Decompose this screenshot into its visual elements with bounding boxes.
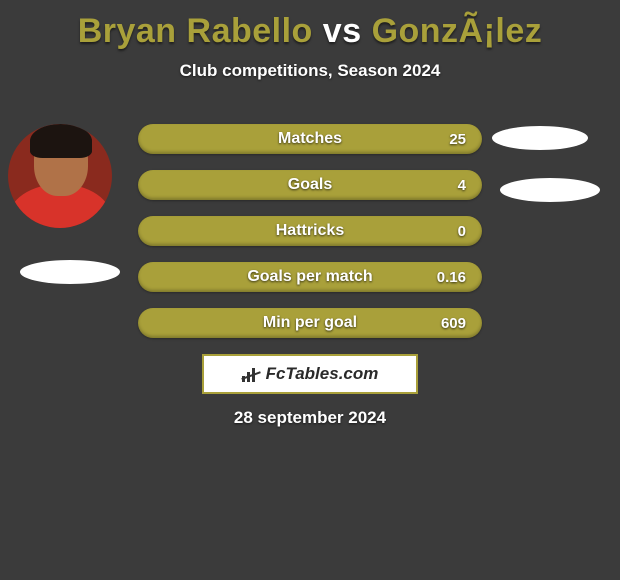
- avatar-hair: [30, 124, 92, 158]
- stat-value: 0.16: [437, 269, 466, 286]
- placeholder-ellipse-right-2: [500, 178, 600, 202]
- stat-label: Goals: [288, 176, 332, 194]
- stat-value: 0: [458, 223, 466, 240]
- stat-value: 609: [441, 315, 466, 332]
- stat-value: 25: [449, 131, 466, 148]
- stat-bar-goals-per-match: Goals per match 0.16: [138, 262, 482, 292]
- stat-label: Hattricks: [276, 222, 344, 240]
- brand-text: FcTables.com: [266, 364, 379, 384]
- subtitle: Club competitions, Season 2024: [0, 61, 620, 81]
- title-player2: GonzÃ¡lez: [372, 12, 543, 50]
- stat-bar-hattricks: Hattricks 0: [138, 216, 482, 246]
- placeholder-ellipse-right-1: [492, 126, 588, 150]
- stat-value: 4: [458, 177, 466, 194]
- comparison-title: Bryan Rabello vs GonzÃ¡lez: [0, 0, 620, 51]
- chart-icon: [242, 366, 262, 382]
- stat-bar-goals: Goals 4: [138, 170, 482, 200]
- title-vs: vs: [323, 12, 362, 50]
- stat-bar-min-per-goal: Min per goal 609: [138, 308, 482, 338]
- stat-bar-matches: Matches 25: [138, 124, 482, 154]
- stat-label: Goals per match: [247, 268, 372, 286]
- stat-label: Min per goal: [263, 314, 357, 332]
- placeholder-ellipse-left: [20, 260, 120, 284]
- date-label: 28 september 2024: [0, 408, 620, 428]
- stats-bars: Matches 25 Goals 4 Hattricks 0 Goals per…: [138, 124, 482, 354]
- stat-label: Matches: [278, 130, 342, 148]
- title-player1: Bryan Rabello: [78, 12, 313, 50]
- player1-avatar: [8, 124, 112, 228]
- brand-attribution: FcTables.com: [202, 354, 418, 394]
